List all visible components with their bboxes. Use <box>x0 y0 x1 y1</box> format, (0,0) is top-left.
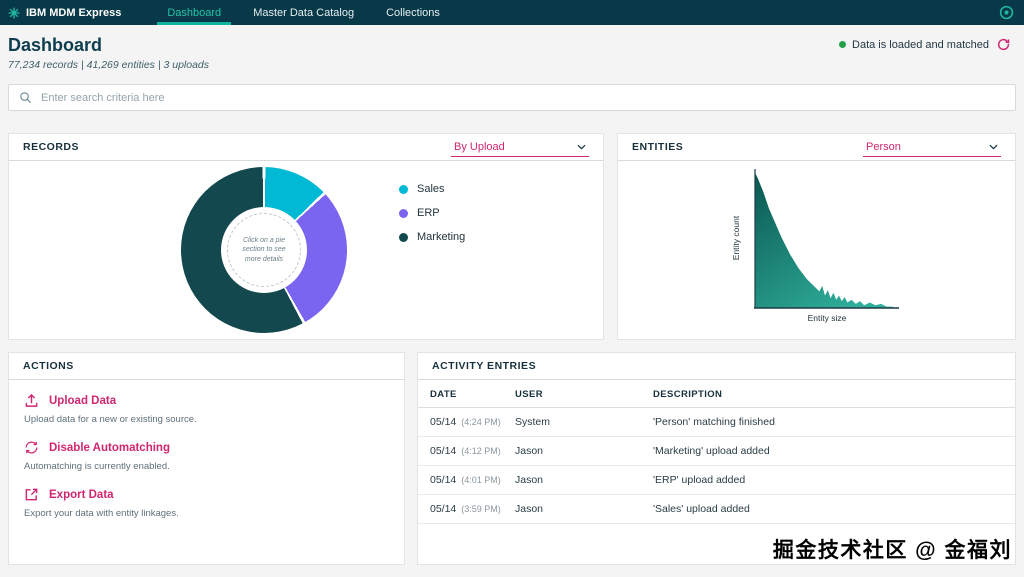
cell-user: Jason <box>515 445 544 457</box>
cell-user: System <box>515 416 551 428</box>
nav-label: Dashboard <box>167 6 222 19</box>
legend-dot <box>399 208 408 218</box>
action-description: Automatching is currently enabled. <box>24 461 170 472</box>
table-row: 05/14 (4:24 PM) System 'Person' matching … <box>418 408 1015 437</box>
cell-description: 'ERP' upload added <box>653 474 746 486</box>
search-bar <box>8 84 1016 111</box>
cell-date: 05/14 (4:01 PM) <box>430 474 501 486</box>
chevron-down-icon <box>577 144 586 150</box>
y-axis-label: Entity count <box>731 215 742 261</box>
brand-label: IBM MDM Express <box>26 6 122 19</box>
watermark: 掘金技术社区 @ 金福刘 <box>772 539 1012 562</box>
donut-hole: Click on a pie section to see more detai… <box>221 207 307 293</box>
action-label: Upload Data <box>49 394 117 407</box>
action-export-data: Export Data Export your data with entity… <box>24 487 389 520</box>
action-disable-automatching: Disable Automatching Automatching is cur… <box>24 440 389 473</box>
brand-icon <box>8 6 20 19</box>
records-group-by-dropdown[interactable]: By Upload <box>451 138 589 157</box>
activity-entries-card: ACTIVITY ENTRIES DATE USER DESCRIPTION 0… <box>417 352 1016 565</box>
refresh-icon[interactable] <box>997 38 1010 51</box>
chevron-down-icon <box>989 144 998 150</box>
activity-card-title: ACTIVITY ENTRIES <box>432 360 537 372</box>
cell-user: Jason <box>515 474 544 486</box>
legend-label: ERP <box>417 207 440 219</box>
dropdown-value: By Upload <box>454 141 505 153</box>
action-label: Export Data <box>49 488 114 501</box>
search-icon <box>19 91 32 104</box>
records-card-title: RECORDS <box>23 141 80 153</box>
action-label: Disable Automatching <box>49 441 170 454</box>
table-row: 05/14 (3:59 PM) Jason 'Sales' upload adde… <box>418 495 1015 524</box>
legend-item-erp[interactable]: ERP <box>399 207 465 219</box>
page-header: Dashboard 77,234 records | 41,269 entiti… <box>0 25 1024 71</box>
status-text: Data is loaded and matched <box>852 38 989 51</box>
records-card: RECORDS By Upload Click on a pie section… <box>8 133 604 340</box>
column-header-user: USER <box>515 389 543 400</box>
actions-card: ACTIONS Upload Data Upload data for a ne… <box>8 352 405 565</box>
column-header-description: DESCRIPTION <box>653 389 723 400</box>
main-nav: Dashboard Master Data Catalog Collection… <box>151 0 456 25</box>
legend-dot <box>399 232 408 242</box>
page-title: Dashboard <box>8 35 103 55</box>
cell-user: Jason <box>515 503 544 515</box>
legend-item-marketing[interactable]: Marketing <box>399 231 465 243</box>
donut-center-text: Click on a pie section to see more detai… <box>242 237 286 263</box>
automatch-sync-icon <box>24 440 39 455</box>
brand[interactable]: IBM MDM Express <box>0 0 137 25</box>
legend-label: Sales <box>417 183 445 195</box>
cell-time: (4:12 PM) <box>461 446 501 456</box>
actions-card-title: ACTIONS <box>23 360 74 372</box>
action-description: Upload data for a new or existing source… <box>24 414 197 425</box>
nav-label: Collections <box>386 6 440 19</box>
entities-area-chart <box>754 169 899 309</box>
cell-date: 05/14 (4:24 PM) <box>430 416 501 428</box>
cell-time: (4:01 PM) <box>461 475 501 485</box>
legend-dot <box>399 184 408 194</box>
nav-item-collections[interactable]: Collections <box>370 0 456 25</box>
cell-description: 'Person' matching finished <box>653 416 775 428</box>
export-icon <box>24 487 39 502</box>
user-info-icon[interactable] <box>999 5 1014 20</box>
page-stats: 77,234 records | 41,269 entities | 3 upl… <box>8 59 210 71</box>
cell-description: 'Marketing' upload added <box>653 445 770 457</box>
nav-item-dashboard[interactable]: Dashboard <box>151 0 237 25</box>
action-upload-data: Upload Data Upload data for a new or exi… <box>24 393 389 425</box>
nav-label: Master Data Catalog <box>253 6 355 19</box>
data-status: Data is loaded and matched <box>839 38 1010 51</box>
action-description: Export your data with entity linkages. <box>24 508 179 519</box>
search-input[interactable] <box>41 91 1005 104</box>
table-row: 05/14 (4:01 PM) Jason 'ERP' upload added <box>418 466 1015 495</box>
cell-date: 05/14 (3:59 PM) <box>430 503 501 515</box>
upload-icon <box>24 393 39 408</box>
column-header-date: DATE <box>430 389 457 400</box>
legend-label: Marketing <box>417 231 466 243</box>
upload-data-button[interactable]: Upload Data <box>24 393 389 408</box>
top-navbar: IBM MDM Express Dashboard Master Data Ca… <box>0 0 1024 25</box>
entities-card-title: ENTITIES <box>632 141 684 153</box>
cell-date: 05/14 (4:12 PM) <box>430 445 501 457</box>
records-legend: Sales ERP Marketing <box>399 183 465 243</box>
nav-item-master-data-catalog[interactable]: Master Data Catalog <box>237 0 370 25</box>
dropdown-value: Person <box>866 141 901 153</box>
cell-description: 'Sales' upload added <box>653 503 750 515</box>
donut-chart[interactable]: Click on a pie section to see more detai… <box>181 167 347 333</box>
entities-type-dropdown[interactable]: Person <box>863 138 1001 157</box>
cell-time: (3:59 PM) <box>461 504 501 514</box>
legend-item-sales[interactable]: Sales <box>399 183 465 195</box>
table-row: 05/14 (4:12 PM) Jason 'Marketing' upload … <box>418 437 1015 466</box>
activity-table-header: DATE USER DESCRIPTION <box>418 380 1015 408</box>
export-data-button[interactable]: Export Data <box>24 487 389 502</box>
status-dot <box>839 41 847 48</box>
cell-time: (4:24 PM) <box>461 417 501 427</box>
disable-automatching-button[interactable]: Disable Automatching <box>24 440 389 455</box>
x-axis-label: Entity size <box>807 313 847 323</box>
entities-card: ENTITIES Person Entity count <box>617 133 1016 340</box>
